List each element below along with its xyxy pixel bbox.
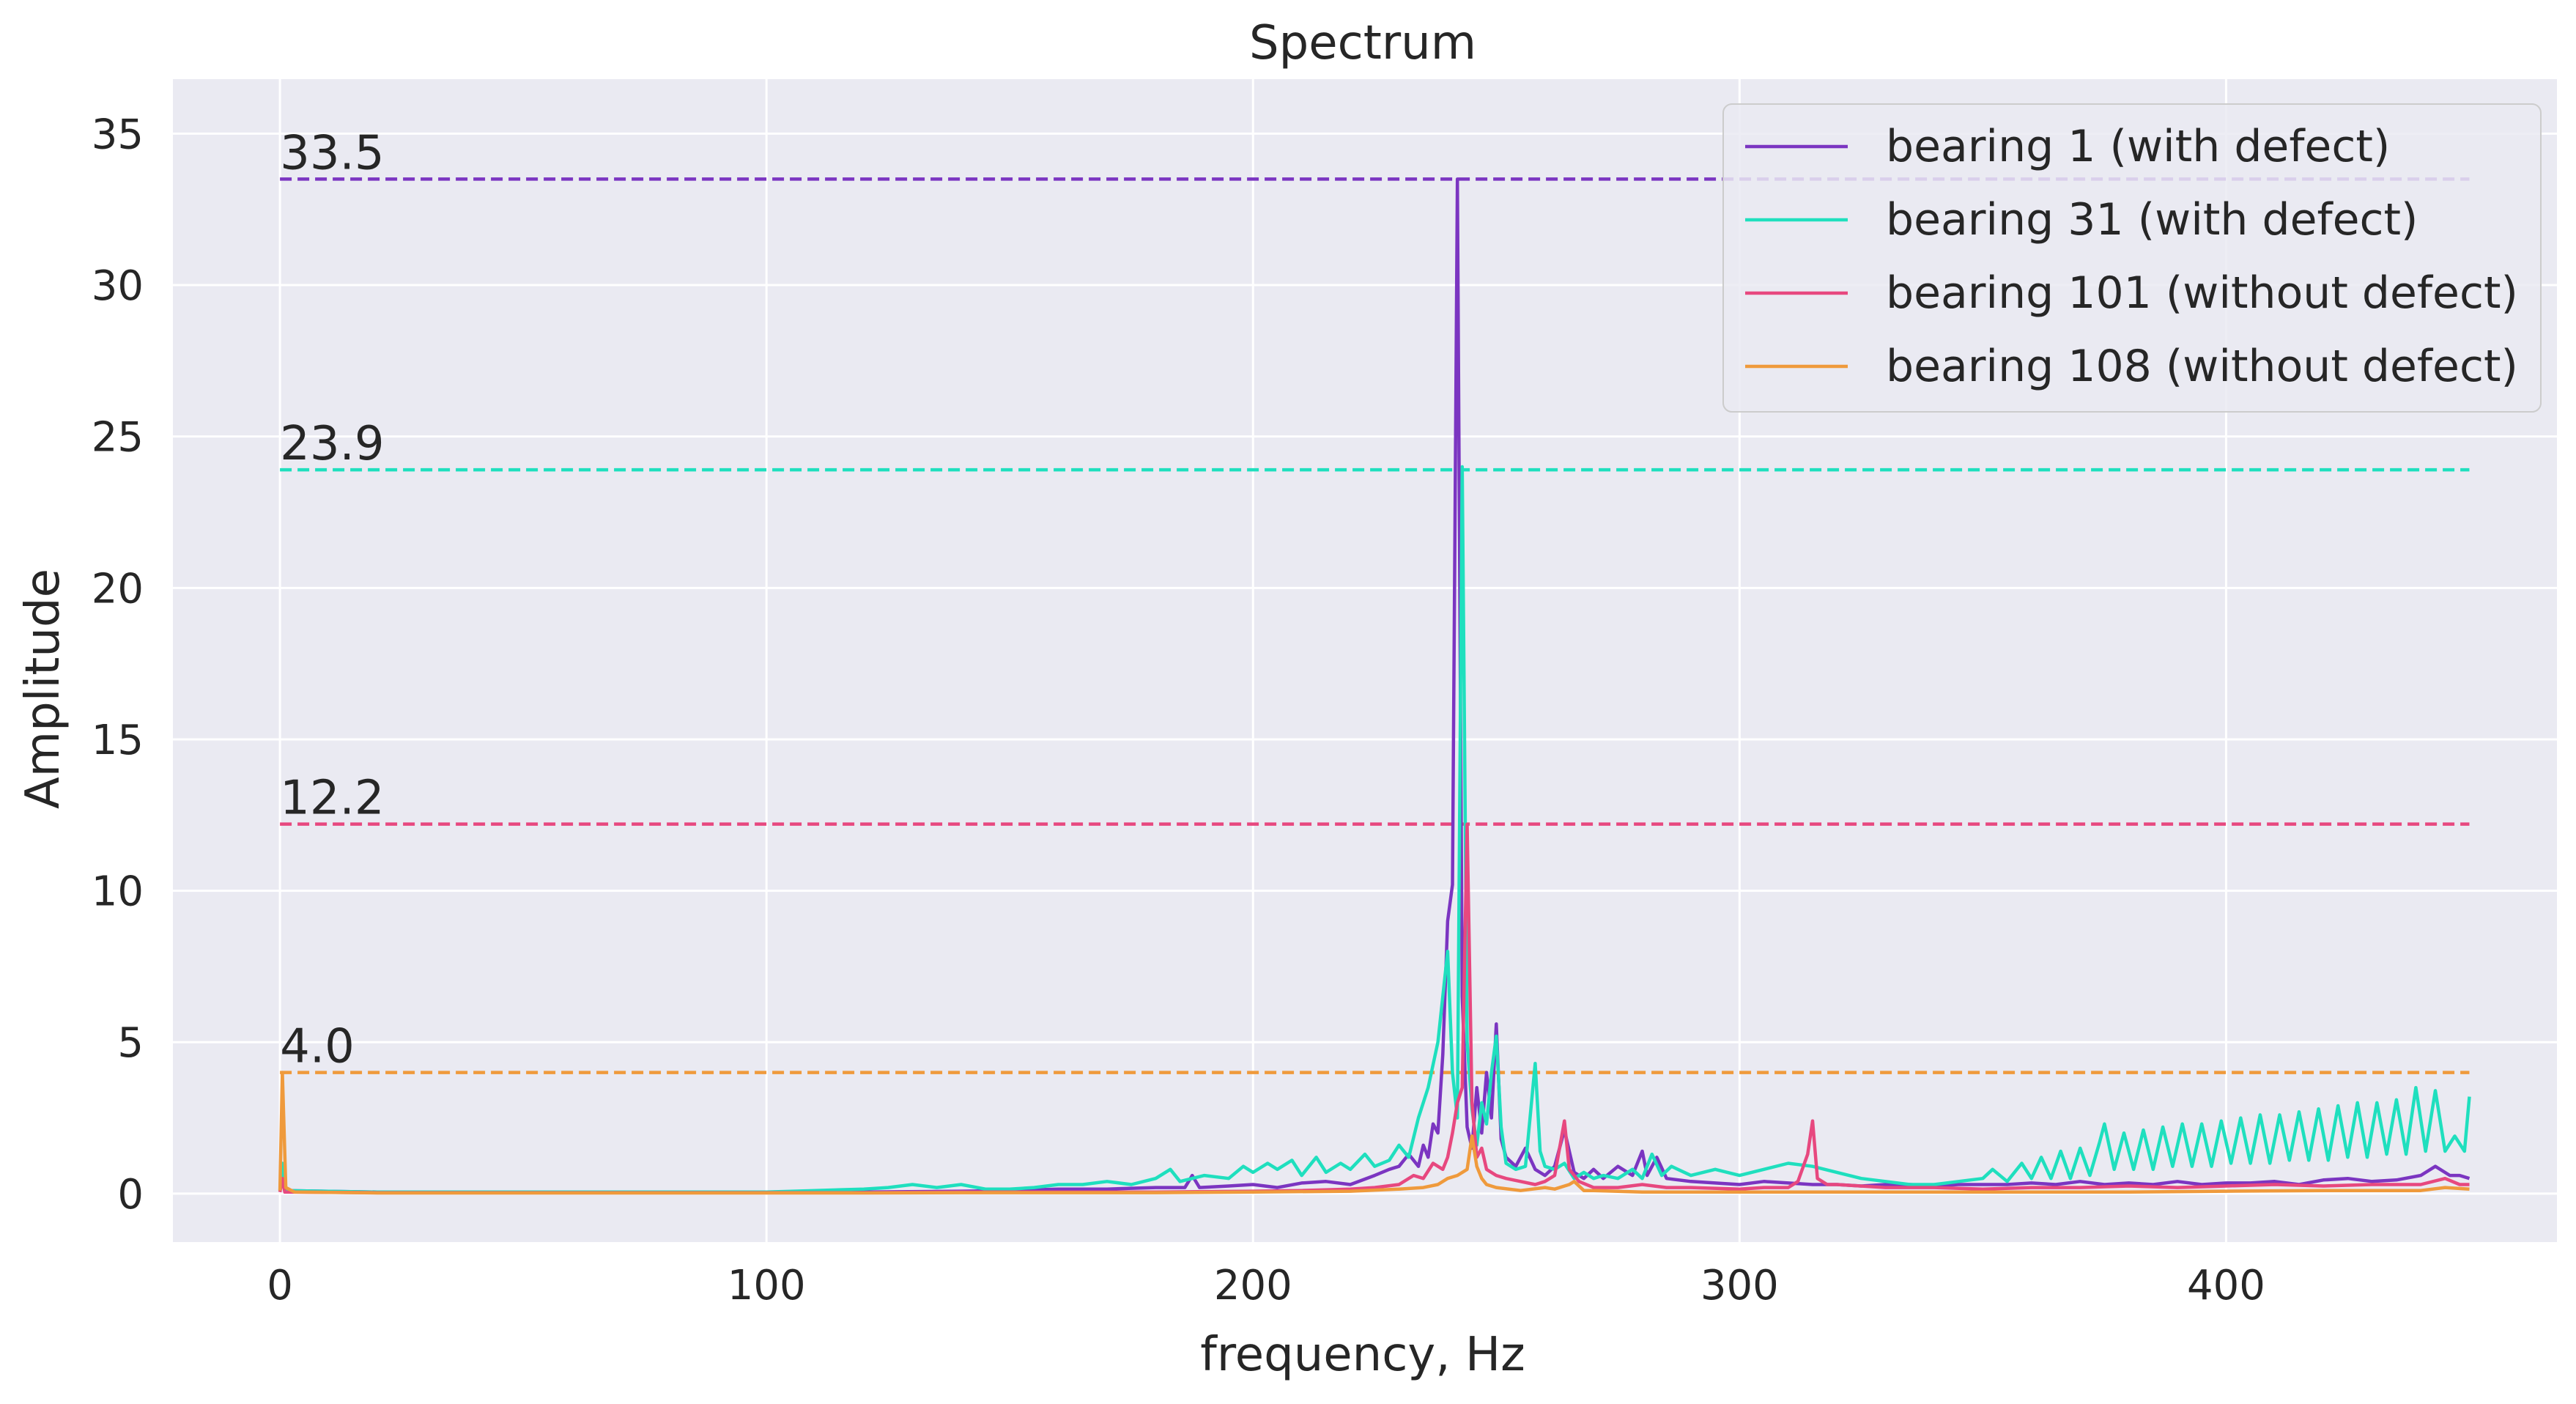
reference-lines: 33.5 23.9 12.2 4.0 [280,126,2470,1074]
legend-entry: bearing 31 (with defect) [1886,194,2418,245]
y-tick-label: 10 [92,868,144,916]
legend-entry: bearing 1 (with defect) [1886,121,2390,172]
legend: bearing 1 (with defect) bearing 31 (with … [1722,103,2542,413]
y-tick-label: 20 [92,565,144,613]
x-tick-label: 0 [267,1262,293,1309]
series-line-1 [278,177,2470,1194]
y-tick-label: 5 [117,1019,144,1067]
y-tick-label: 25 [92,414,144,462]
grid [173,79,2557,1242]
y-tick-label: 15 [92,717,144,764]
peak-value-label: 23.9 [280,417,385,471]
chart-title: Spectrum [1249,16,1476,70]
y-tick-label: 30 [92,262,144,310]
y-tick-label: 0 [117,1171,144,1219]
legend-entry: bearing 101 (without defect) [1886,267,2518,319]
series-lines [278,177,2471,1195]
x-tick-label: 300 [1700,1262,1779,1309]
peak-value-label: 4.0 [280,1020,355,1074]
y-tick-label: 35 [92,111,144,158]
peak-value-label: 12.2 [280,772,385,826]
legend-entry: bearing 108 (without defect) [1886,341,2518,392]
x-tick-label: 400 [2187,1262,2265,1309]
legend-box [1722,103,2542,413]
series-line-4 [278,1071,2470,1195]
tick-labels: 0 100 200 300 400 0 5 10 15 20 25 30 35 [92,111,2265,1309]
y-axis-label: Amplitude [16,569,70,809]
x-tick-label: 100 [728,1262,806,1309]
x-tick-label: 200 [1214,1262,1292,1309]
peak-value-label: 33.5 [280,126,385,180]
x-axis-label: frequency, Hz [1200,1328,1525,1382]
series-line-2 [278,465,2471,1194]
